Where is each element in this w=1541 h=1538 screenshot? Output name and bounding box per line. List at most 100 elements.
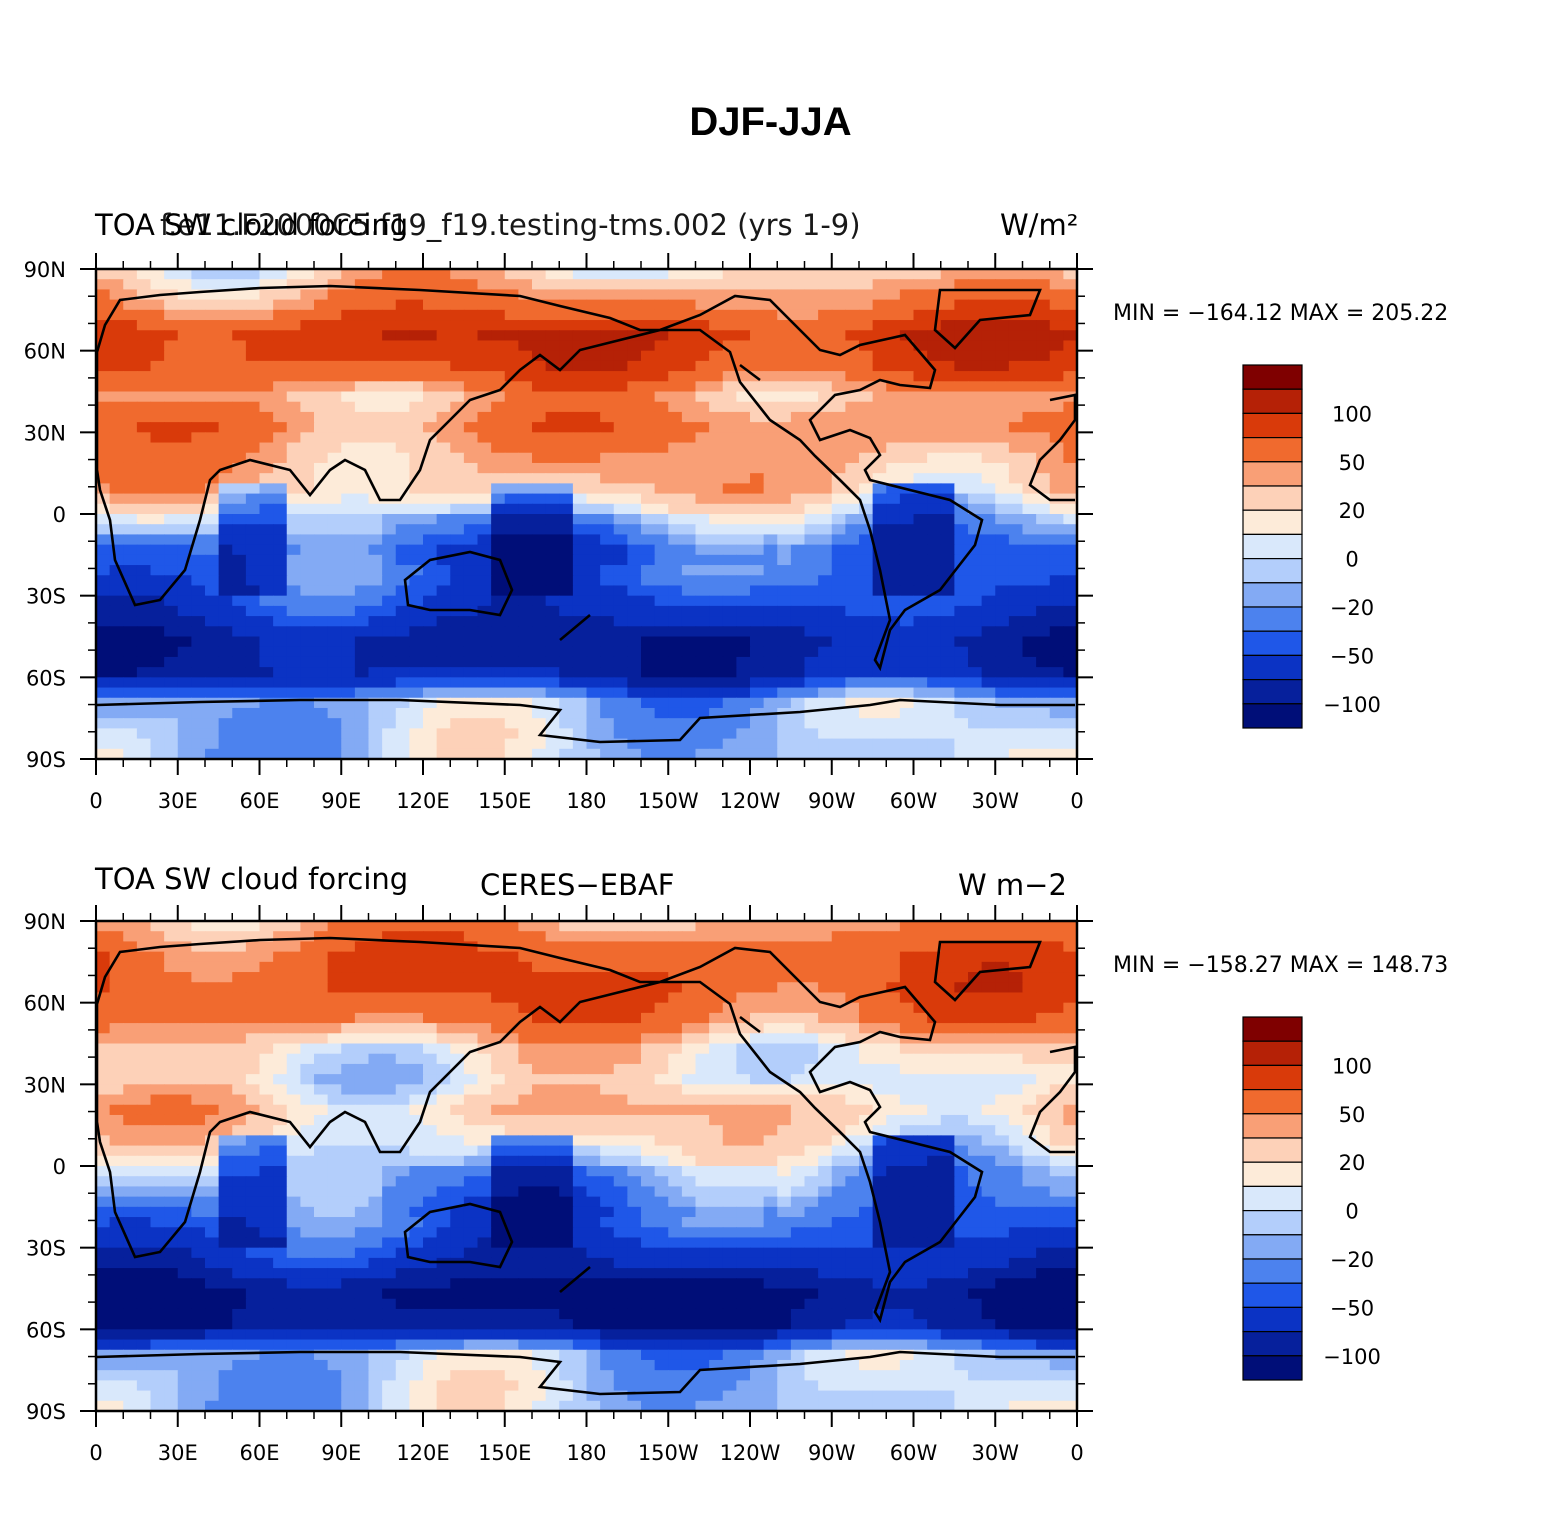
y-tick-label: 60S bbox=[26, 666, 66, 690]
x-tick-label: 90W bbox=[808, 1441, 856, 1465]
colorbar-swatch bbox=[1242, 388, 1303, 415]
x-tick-label: 90E bbox=[321, 1441, 361, 1465]
colorbar-tick-label: 20 bbox=[1339, 499, 1366, 523]
colorbar-swatch bbox=[1242, 630, 1303, 657]
x-tick-label: 60E bbox=[240, 789, 280, 813]
colorbar-swatch bbox=[1242, 1040, 1303, 1066]
figure-title: DJF-JJA bbox=[689, 100, 852, 144]
colorbar-swatch bbox=[1242, 437, 1303, 463]
y-tick-label: 90N bbox=[24, 910, 66, 934]
x-tick-label: 0 bbox=[89, 1441, 102, 1465]
y-tick-label: 0 bbox=[53, 503, 66, 527]
x-tick-label: 120E bbox=[396, 1441, 449, 1465]
y-tick-label: 30S bbox=[26, 585, 66, 609]
colorbar-tick-label: 50 bbox=[1339, 1103, 1366, 1127]
x-tick-label: 30W bbox=[972, 1441, 1020, 1465]
y-tick-label: 90N bbox=[24, 258, 66, 282]
colorbar-swatch bbox=[1242, 412, 1303, 439]
x-tick-label: 120E bbox=[396, 789, 449, 813]
field-obs bbox=[96, 921, 1077, 1411]
colorbar-tick-label: −20 bbox=[1330, 1248, 1374, 1272]
map-panel-obs: 0 30E 60E 90E 120E 150E 180 150W 120W 90W 60W 30W 09… bbox=[24, 905, 1093, 1465]
x-tick-label: 150W bbox=[638, 1441, 699, 1465]
colorbar-swatch bbox=[1242, 1113, 1303, 1139]
panel2-left-title: TOA SW cloud forcing bbox=[95, 862, 409, 896]
colorbar-swatch bbox=[1242, 557, 1303, 584]
colorbar-swatch bbox=[1242, 364, 1303, 390]
colorbar-swatch bbox=[1242, 1330, 1303, 1357]
colorbar-swatch bbox=[1242, 582, 1303, 608]
panel2-units: W m−2 bbox=[958, 868, 1067, 902]
y-tick-label: 60S bbox=[26, 1318, 66, 1342]
y-tick-label: 60N bbox=[24, 340, 66, 364]
colorbar-tick-label: 100 bbox=[1332, 402, 1372, 426]
x-tick-label: 150E bbox=[478, 1441, 531, 1465]
colorbar-swatch bbox=[1242, 1258, 1303, 1284]
colorbar-swatch bbox=[1242, 1234, 1303, 1260]
colorbar-swatch bbox=[1242, 1064, 1303, 1091]
x-tick-label: 180 bbox=[566, 789, 606, 813]
colorbar-swatch bbox=[1242, 1306, 1303, 1333]
colorbar-swatch bbox=[1242, 533, 1303, 560]
colorbar-swatch bbox=[1242, 509, 1303, 536]
colorbar-swatch bbox=[1242, 1088, 1303, 1115]
y-tick-label: 90S bbox=[26, 748, 66, 772]
colorbar-obs: 100 50 20 0 −20 −50 −100 bbox=[1242, 1016, 1381, 1381]
x-tick-label: 180 bbox=[566, 1441, 606, 1465]
x-tick-label: 150E bbox=[478, 789, 531, 813]
x-tick-label: 60W bbox=[890, 1441, 938, 1465]
colorbar-tick-label: 100 bbox=[1332, 1054, 1372, 1078]
colorbar-model: 100 50 20 0 −20 −50 −100 bbox=[1242, 364, 1381, 729]
x-tick-label: 90E bbox=[321, 789, 361, 813]
panel1-left-title: TOA SW cloud forcing bbox=[95, 208, 409, 242]
panel2-min-max: MIN = −158.27 MAX = 148.73 bbox=[1113, 953, 1449, 978]
colorbar-tick-label: −100 bbox=[1323, 693, 1381, 717]
x-tick-label: 0 bbox=[89, 789, 102, 813]
y-tick-label: 60N bbox=[24, 992, 66, 1016]
y-tick-label: 30N bbox=[24, 1073, 66, 1097]
colorbar-tick-label: −20 bbox=[1330, 596, 1374, 620]
colorbar-swatch bbox=[1242, 485, 1303, 511]
map-panel-model: 0 30E 60E 90E 120E 150E 180 150W 120W 90W 60W 30W 09… bbox=[24, 253, 1093, 813]
y-tick-label: 30S bbox=[26, 1237, 66, 1261]
x-tick-label: 150W bbox=[638, 789, 699, 813]
panel2-center-title: CERES−EBAF bbox=[480, 868, 675, 902]
colorbar-swatch bbox=[1242, 654, 1303, 681]
x-tick-label: 90W bbox=[808, 789, 856, 813]
y-tick-label: 0 bbox=[53, 1155, 66, 1179]
colorbar-tick-label: −100 bbox=[1323, 1345, 1381, 1369]
colorbar-swatch bbox=[1242, 1185, 1303, 1212]
colorbar-swatch bbox=[1242, 461, 1303, 487]
x-tick-label: 30E bbox=[158, 1441, 198, 1465]
panel1-units: W/m² bbox=[1000, 208, 1079, 242]
colorbar-tick-label: 20 bbox=[1339, 1151, 1366, 1175]
x-tick-label: 120W bbox=[720, 789, 781, 813]
x-tick-label: 30W bbox=[972, 789, 1020, 813]
colorbar-swatch bbox=[1242, 678, 1303, 705]
colorbar-swatch bbox=[1242, 1209, 1303, 1236]
colorbar-swatch bbox=[1242, 1282, 1303, 1308]
colorbar-swatch bbox=[1242, 1161, 1303, 1187]
field-model bbox=[96, 269, 1077, 759]
colorbar-tick-label: 50 bbox=[1339, 451, 1366, 475]
x-tick-label: 120W bbox=[720, 1441, 781, 1465]
colorbar-tick-label: −50 bbox=[1330, 644, 1374, 668]
x-tick-label: 30E bbox=[158, 789, 198, 813]
y-tick-label: 30N bbox=[24, 421, 66, 445]
colorbar-swatch bbox=[1242, 1137, 1303, 1163]
x-tick-label: 0 bbox=[1070, 1441, 1083, 1465]
x-tick-label: 60E bbox=[240, 1441, 280, 1465]
colorbar-swatch bbox=[1242, 606, 1303, 632]
colorbar-swatch bbox=[1242, 703, 1303, 729]
colorbar-tick-label: 0 bbox=[1345, 548, 1358, 572]
y-tick-label: 90S bbox=[26, 1400, 66, 1424]
colorbar-tick-label: 0 bbox=[1345, 1200, 1358, 1224]
colorbar-swatch bbox=[1242, 1016, 1303, 1042]
x-tick-label: 0 bbox=[1070, 789, 1083, 813]
colorbar-swatch bbox=[1242, 1355, 1303, 1381]
x-tick-label: 60W bbox=[890, 789, 938, 813]
panel1-min-max: MIN = −164.12 MAX = 205.22 bbox=[1113, 301, 1449, 326]
colorbar-tick-label: −50 bbox=[1330, 1296, 1374, 1320]
panel1-case-title: f.e11.F2000C5.f19_f19.testing-tms.002 (y… bbox=[160, 208, 861, 242]
